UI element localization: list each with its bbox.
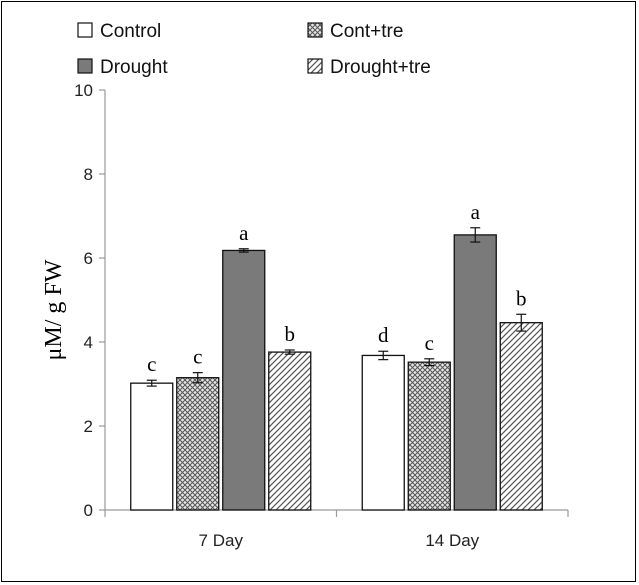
y-tick-label: 10 [74, 81, 93, 100]
bar-drought [453, 234, 497, 511]
bar-cont-tre [407, 361, 451, 511]
bar-control [361, 354, 405, 511]
x-tick-label: 7 Day [199, 531, 244, 550]
y-tick-label: 0 [84, 501, 93, 520]
bar-control [130, 382, 174, 511]
legend-swatch [307, 58, 323, 74]
legend-swatch [77, 22, 93, 38]
bar-drought [222, 249, 266, 511]
legend-swatch [77, 58, 93, 74]
y-tick-label: 2 [84, 417, 93, 436]
y-tick-label: 4 [84, 333, 93, 352]
y-axis-label: μM/ g FW [41, 259, 67, 360]
legend-label: Drought+tre [330, 57, 431, 78]
significance-letter: c [193, 345, 202, 369]
legend-swatch [307, 22, 323, 38]
significance-letter: b [516, 286, 527, 310]
bar-cont-tre [176, 377, 220, 511]
significance-letter: c [147, 352, 156, 376]
significance-letter: c [425, 331, 434, 355]
y-tick-label: 6 [84, 249, 93, 268]
legend-label: Drought [100, 57, 168, 78]
significance-letter: a [239, 221, 249, 245]
x-tick-label: 14 Day [425, 531, 479, 550]
bar-drought-tre [268, 351, 312, 511]
significance-letter: b [285, 322, 296, 346]
legend-label: Control [100, 21, 161, 42]
significance-letter: d [378, 323, 389, 347]
legend-label: Cont+tre [330, 21, 403, 42]
significance-letter: a [471, 200, 481, 224]
y-tick-label: 8 [84, 165, 93, 184]
bar-drought-tre [499, 322, 543, 511]
